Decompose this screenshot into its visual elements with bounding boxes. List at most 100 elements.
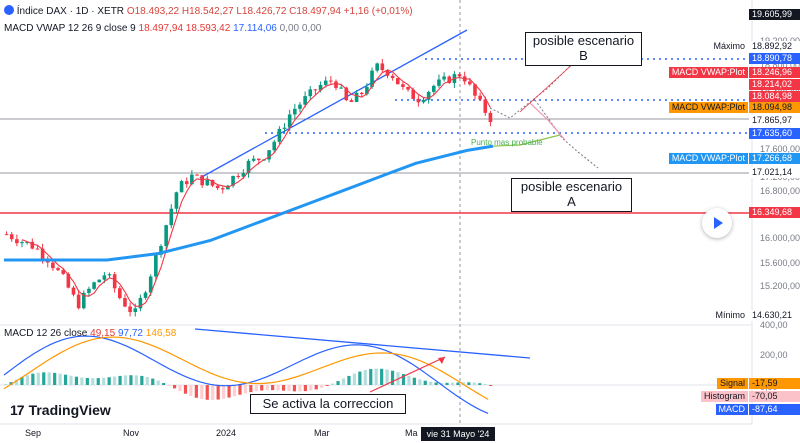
price-label-title-plot2: MACD VWAP:Plot: [668, 102, 748, 113]
time-tick: Ma: [405, 428, 418, 438]
candle-body: [118, 288, 122, 299]
replay-play-button[interactable]: [702, 208, 732, 238]
macd-histogram-bar: [434, 382, 438, 385]
price-tick: 15.600,00: [760, 258, 800, 268]
candle-body: [282, 127, 287, 129]
candle-body: [81, 292, 86, 309]
candle-body: [205, 179, 210, 186]
tradingview-icon: 17: [10, 402, 25, 418]
candle-body: [488, 112, 493, 123]
price-label-plot3: 17.266,68: [749, 153, 800, 164]
macd-histogram-bar: [303, 385, 307, 392]
candle-body: [25, 241, 29, 243]
time-cursor-label: vie 31 Mayo '24: [421, 427, 495, 441]
macd-histogram-bar: [243, 385, 247, 394]
symbol-title[interactable]: Índice DAX · 1D · XETR: [16, 6, 125, 17]
scenario-a-box[interactable]: posible escenario A: [511, 178, 632, 212]
macd-label-title: Signal: [716, 378, 748, 389]
candle-body: [184, 181, 189, 185]
macd-histogram-bar: [167, 385, 171, 386]
indicator-name[interactable]: MACD VWAP 12 26 9 close 9: [4, 23, 136, 34]
macd-histogram-bar: [407, 375, 411, 385]
macd-histogram-bar: [25, 375, 29, 385]
macd-histogram-bar: [418, 379, 422, 385]
tradingview-logo[interactable]: 17 TradingView: [10, 402, 111, 418]
candle-body: [154, 254, 158, 277]
macd-histogram-bar: [385, 369, 389, 385]
candle-body: [102, 275, 107, 280]
candle-body: [220, 188, 225, 190]
macd-histogram-bar: [178, 385, 182, 392]
macd-val-2: 97,72: [117, 328, 143, 339]
macd-histogram-bar: [276, 385, 280, 391]
macd-histogram-bar: [254, 385, 258, 392]
candle-body: [236, 175, 241, 177]
scenario-b-line2: B: [579, 48, 588, 63]
candle-body: [426, 91, 431, 100]
macd-histogram-bar: [4, 384, 8, 385]
candle-body: [30, 241, 35, 249]
candle-body: [473, 84, 477, 96]
candle-body: [344, 87, 349, 101]
time-tick: Nov: [123, 428, 140, 438]
tradingview-logo-text: TradingView: [28, 402, 111, 418]
candle-body: [478, 95, 482, 100]
macd-tick: 400,00: [760, 320, 788, 330]
candle-body: [468, 81, 472, 85]
macd-histogram-bar: [156, 380, 160, 385]
candle-body: [174, 192, 179, 209]
scenario-b-box[interactable]: posible escenario B: [525, 32, 642, 66]
play-icon: [714, 217, 723, 229]
candle-body: [76, 294, 81, 309]
macd-histogram-bar: [238, 385, 242, 395]
price-tick: 16.000,00: [760, 233, 800, 243]
scenario-a-arrow: [529, 102, 566, 141]
macd-val-3: 146,58: [145, 328, 177, 339]
macd-histogram-bar: [205, 385, 209, 400]
candle-body: [195, 174, 199, 176]
candle-body: [148, 276, 153, 293]
correction-box[interactable]: Se activa la correccion: [250, 394, 406, 414]
macd-name[interactable]: MACD 12 26 close: [4, 328, 88, 339]
macd-histogram-bar: [31, 373, 35, 385]
macd-histogram-bar: [292, 385, 297, 392]
macd-histogram-bar: [85, 377, 89, 385]
macd-histogram-bar: [287, 385, 291, 392]
candle-body: [277, 128, 282, 142]
price-label-plot1: 18.246,96: [749, 67, 800, 78]
candle-body: [20, 242, 24, 244]
price-label-plot2: 18.094,98: [749, 102, 800, 113]
macd-histogram-bar: [467, 382, 471, 385]
macd-histogram-bar: [369, 369, 373, 385]
macd-histogram-bar: [102, 377, 106, 385]
candle-body: [128, 306, 132, 313]
macd-histogram-bar: [200, 385, 204, 400]
macd-histogram-bar: [74, 376, 79, 385]
macd-histogram-bar: [249, 385, 253, 393]
macd-histogram-bar: [309, 385, 313, 391]
macd-histogram-bar: [96, 378, 100, 385]
macd-histogram-bar: [53, 372, 57, 385]
candle-body: [287, 114, 292, 128]
probable-point-label: Punto mas probable: [471, 138, 543, 147]
macd-histogram-bar: [58, 373, 62, 385]
candle-body: [416, 98, 421, 103]
macd-histogram-bar: [227, 385, 231, 398]
macd-histogram-bar: [489, 385, 493, 386]
macd-label-value: -17,59: [749, 378, 800, 389]
price-label-title-plot3: MACD VWAP:Plot: [668, 153, 748, 164]
macd-histogram-bar: [390, 370, 395, 385]
candle-body: [442, 76, 446, 80]
macd-histogram-bar: [36, 372, 40, 385]
candle-body: [159, 245, 163, 255]
macd-divergence-line: [194, 328, 531, 359]
macd-histogram-bar: [172, 385, 177, 389]
candle-body: [395, 78, 400, 85]
indicator-val-2: 18.593,42: [185, 23, 231, 34]
macd-histogram-bar: [42, 372, 46, 385]
macd-histogram-bar: [222, 385, 226, 399]
candle-body: [293, 108, 297, 115]
candle-body: [246, 160, 251, 174]
candle-body: [231, 175, 235, 186]
